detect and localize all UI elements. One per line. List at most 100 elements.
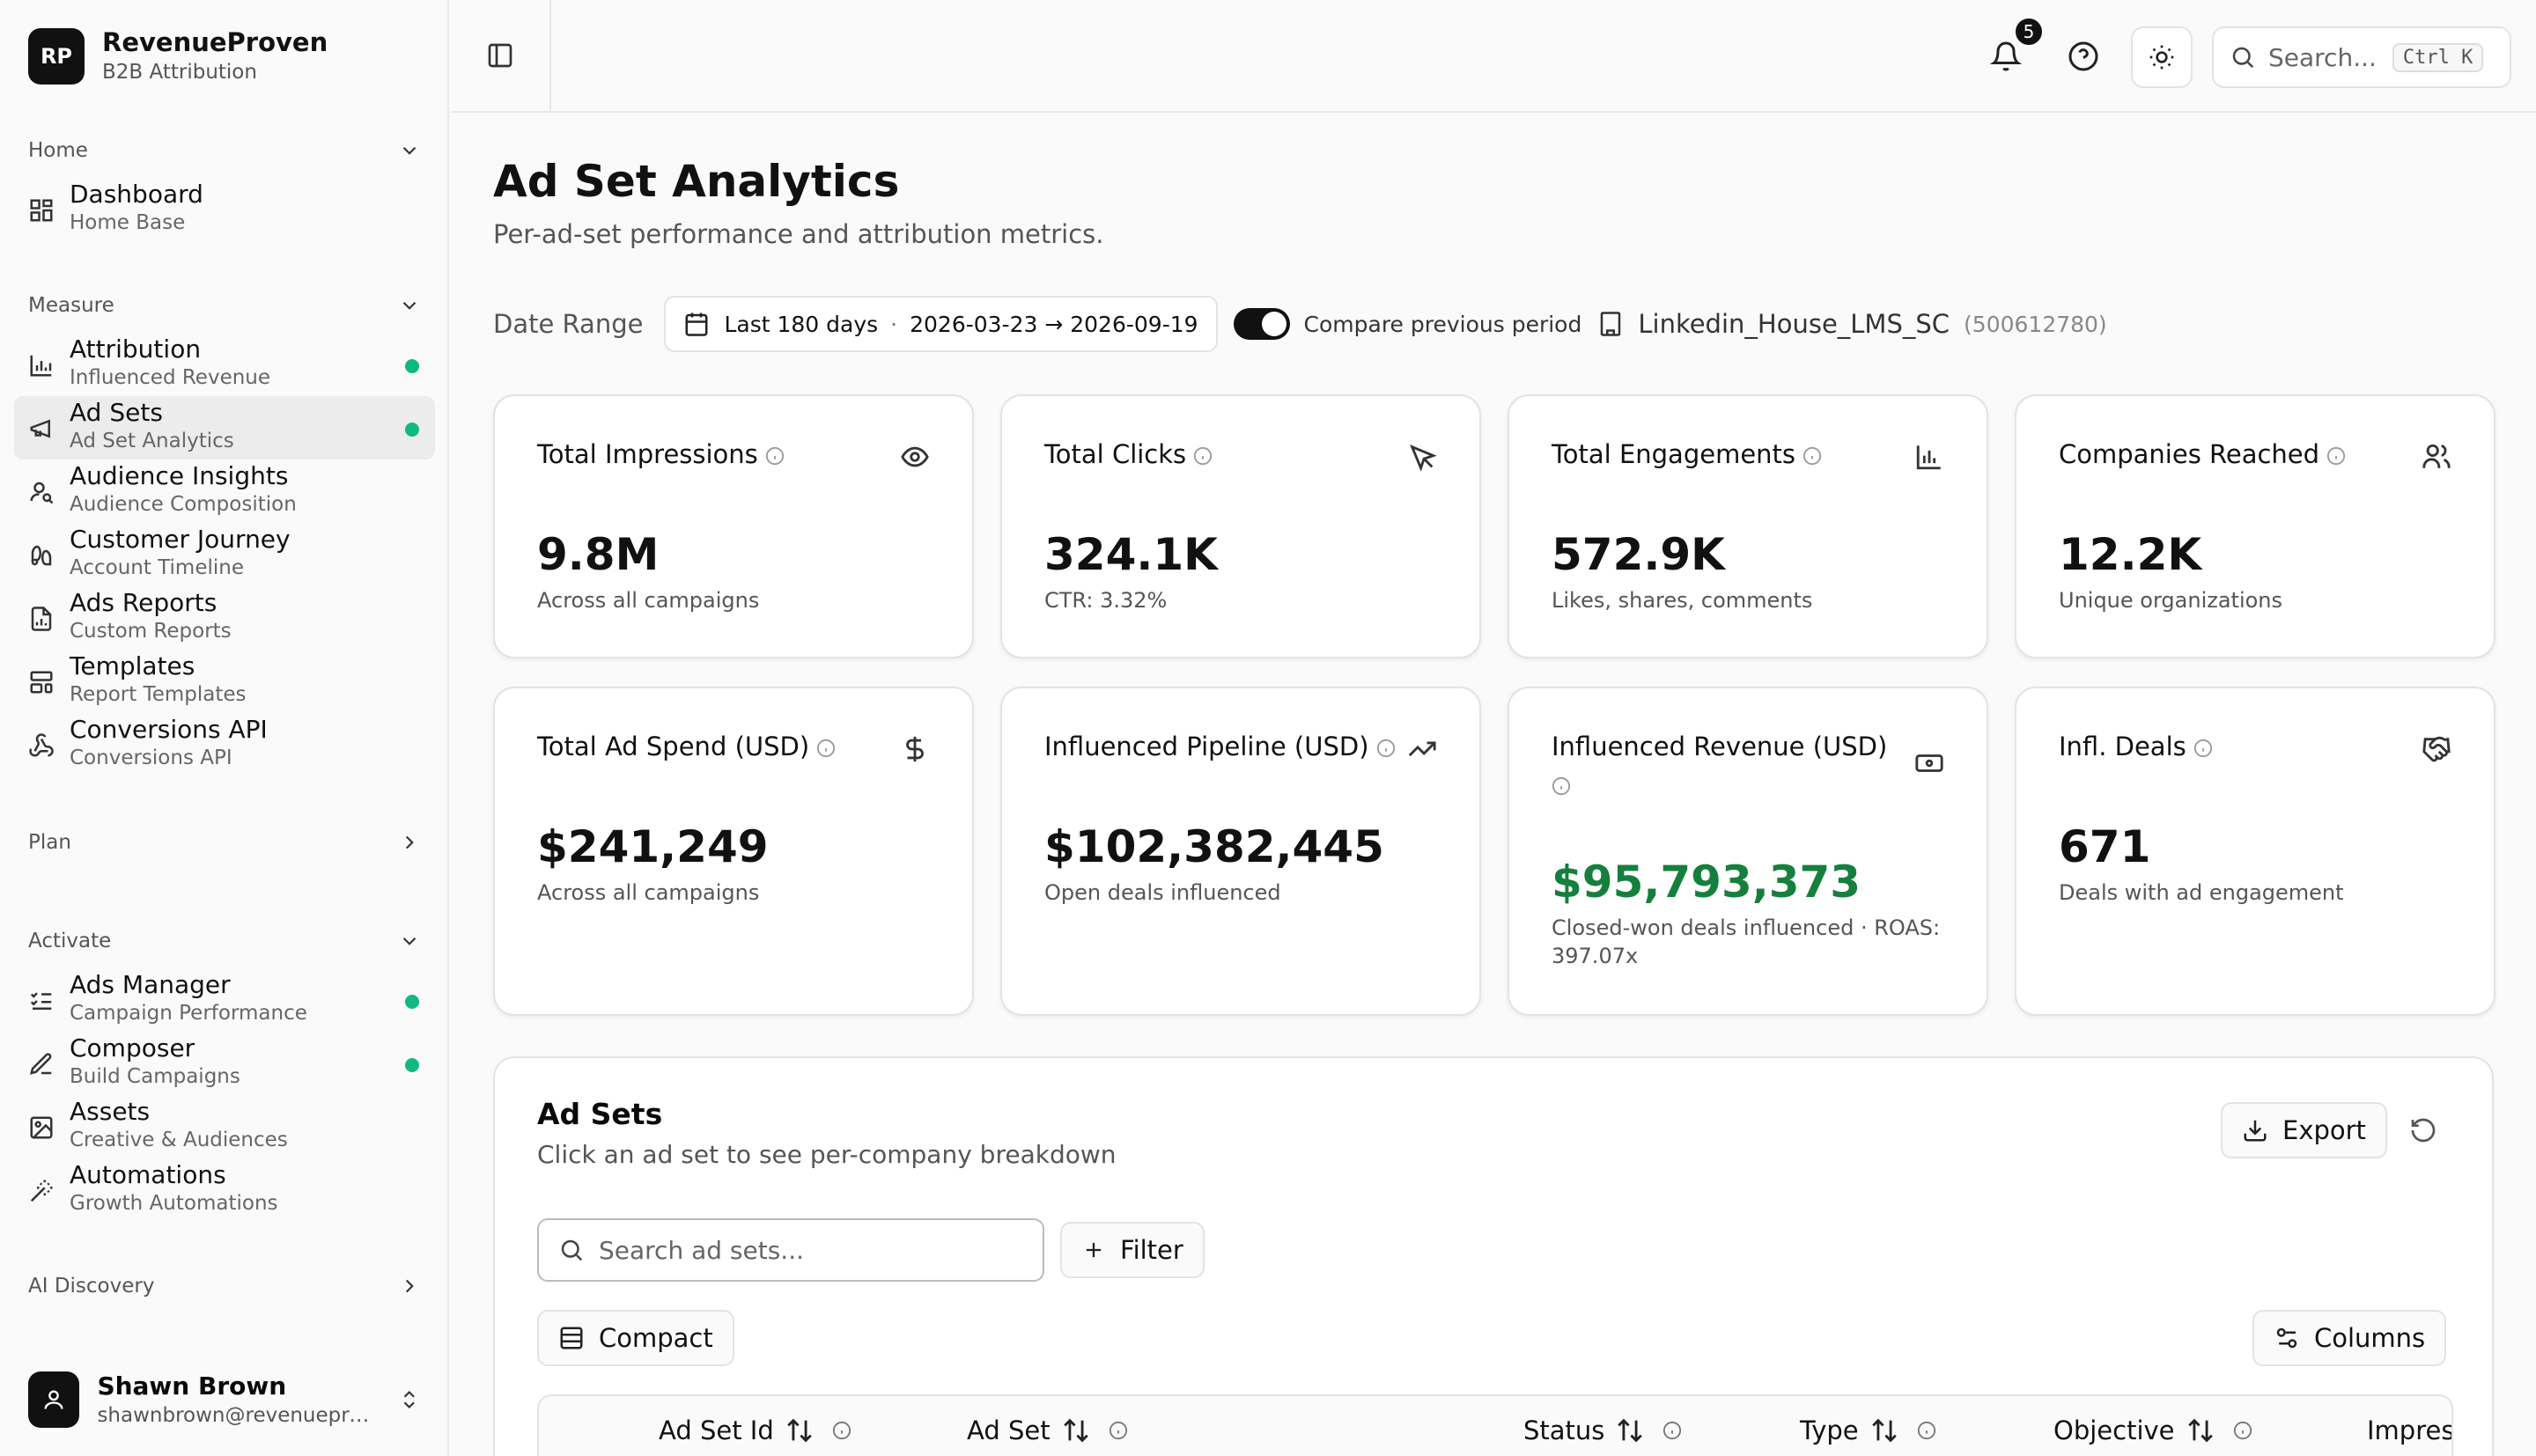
refresh-button[interactable] [2402, 1109, 2444, 1151]
column-header-label: Impres [2367, 1416, 2453, 1445]
user-menu[interactable]: Shawn Brown shawnbrown@revenueproven.com [28, 1370, 421, 1430]
nav-group-activate[interactable]: Activate [28, 930, 421, 952]
column-header-label: Type [1800, 1416, 1859, 1445]
status-dot [405, 359, 419, 373]
download-icon [2244, 1120, 2267, 1142]
sort-icon [787, 1418, 812, 1443]
grid-icon [30, 199, 53, 222]
sort-icon [2187, 1418, 2213, 1443]
banknote-icon [1915, 754, 1943, 772]
kpi-card-value: 671 [2059, 821, 2151, 872]
info-icon[interactable] [2326, 446, 2346, 466]
nav-group-measure[interactable]: Measure [28, 294, 421, 317]
page-subtitle: Per-ad-set performance and attribution m… [493, 219, 1104, 249]
brand-logo: RP [28, 28, 85, 85]
date-range-separator: · [890, 311, 898, 337]
info-icon[interactable] [816, 739, 836, 758]
account-selector[interactable]: Linkedin_House_LMS_SC (500612780) [1597, 309, 2107, 339]
info-icon [832, 1421, 851, 1440]
kpi-card-description: Across all campaigns [537, 880, 760, 905]
sidebar-item-label: Audience Insights [70, 461, 289, 490]
column-header-status[interactable]: Status [1523, 1416, 1682, 1445]
user-name: Shawn Brown [97, 1371, 287, 1401]
handshake-icon [2422, 736, 2451, 762]
sidebar-item-ads-manager[interactable]: Ads Manager Campaign Performance [14, 968, 435, 1032]
ad-sets-subtitle: Click an ad set to see per-company break… [537, 1140, 1117, 1169]
chevron-down-icon [402, 146, 417, 155]
sidebar-item-ad-sets[interactable]: Ad Sets Ad Set Analytics [14, 396, 435, 460]
ad-sets-title: Ad Sets [537, 1097, 663, 1131]
compact-toggle-button[interactable]: Compact [537, 1310, 734, 1366]
export-button-label: Export [2282, 1115, 2366, 1145]
brand[interactable]: RP RevenueProven B2B Attribution [28, 26, 328, 86]
notifications-button[interactable] [1988, 39, 2024, 74]
global-search[interactable]: Search... Ctrl K [2212, 26, 2511, 88]
sidebar-item-assets[interactable]: Assets Creative & Audiences [14, 1095, 435, 1158]
status-dot [405, 423, 419, 437]
sort-icon [1871, 1418, 1897, 1443]
info-icon[interactable] [1193, 446, 1213, 466]
nav-group-label: Plan [28, 831, 71, 854]
sidebar-item-conversions-api[interactable]: Conversions API Conversions API [14, 713, 435, 776]
kpi-card-value: 9.8M [537, 529, 660, 580]
compact-button-label: Compact [599, 1323, 713, 1353]
sidebar-item-label: Ads Manager [70, 970, 231, 999]
nav-group-ai-discovery[interactable]: AI Discovery [28, 1275, 421, 1298]
sidebar-item-templates[interactable]: Templates Report Templates [14, 650, 435, 713]
sidebar-item-dashboard[interactable]: Dashboard Home Base [14, 178, 435, 241]
column-header-ad-set-id[interactable]: Ad Set Id [659, 1416, 851, 1445]
export-button[interactable]: Export [2221, 1102, 2387, 1158]
kpi-card-value: $95,793,373 [1552, 857, 1861, 908]
kpi-card-title: Total Impressions [537, 439, 758, 469]
date-range-picker[interactable]: Last 180 days · 2026-03-23 → 2026-09-19 [664, 296, 1218, 352]
column-header-ad-set[interactable]: Ad Set [967, 1416, 1128, 1445]
sidebar-item-automations[interactable]: Automations Growth Automations [14, 1158, 435, 1222]
cursor-icon [1410, 445, 1437, 472]
chevrons-up-down-icon [404, 1390, 416, 1409]
sidebar-item-sublabel: Report Templates [70, 683, 247, 706]
column-header-objective[interactable]: Objective [2053, 1416, 2252, 1445]
info-icon[interactable] [1552, 776, 1571, 796]
sidebar-item-sublabel: Audience Composition [70, 493, 297, 516]
column-header-impressions[interactable]: Impres [2367, 1416, 2453, 1445]
kpi-card-description: Open deals influenced [1044, 880, 1281, 905]
sidebar-item-composer[interactable]: Composer Build Campaigns [14, 1032, 435, 1095]
column-header-label: Objective [2053, 1416, 2175, 1445]
ad-sets-search-input[interactable] [599, 1235, 1004, 1265]
megaphone-icon [30, 419, 50, 438]
info-icon[interactable] [1802, 446, 1822, 466]
kpi-card-influenced-revenue: Influenced Revenue (USD) $95,793,373 Clo… [1508, 687, 1988, 1016]
image-icon [30, 1116, 53, 1139]
nav-group-plan[interactable]: Plan [28, 831, 421, 854]
refresh-icon [2411, 1118, 2436, 1143]
kpi-card-engagements: Total Engagements 572.9K Likes, shares, … [1508, 394, 1988, 658]
sidebar-item-label: Conversions API [70, 715, 268, 744]
kpi-card-title: Total Engagements [1552, 439, 1796, 469]
theme-toggle-button[interactable] [2131, 26, 2193, 88]
kpi-card-description: Closed-won deals influenced · ROAS: 397.… [1552, 916, 1941, 968]
dollar-icon [906, 736, 924, 762]
sidebar-item-attribution[interactable]: Attribution Influenced Revenue [14, 333, 435, 396]
ad-sets-search[interactable] [537, 1218, 1044, 1282]
kpi-card-description: Deals with ad engagement [2059, 880, 2344, 905]
sidebar-item-ads-reports[interactable]: Ads Reports Custom Reports [14, 586, 435, 650]
column-header-type[interactable]: Type [1800, 1416, 1936, 1445]
sun-icon [2149, 45, 2174, 70]
compare-period-toggle[interactable] [1233, 308, 1290, 340]
chart-bar-icon [30, 355, 52, 377]
sidebar-item-customer-journey[interactable]: Customer Journey Account Timeline [14, 523, 435, 586]
help-button[interactable] [2066, 39, 2101, 74]
filter-button[interactable]: Filter [1060, 1222, 1205, 1278]
nav-group-home[interactable]: Home [28, 139, 421, 162]
info-icon[interactable] [2193, 739, 2213, 758]
sidebar-item-audience-insights[interactable]: Audience Insights Audience Composition [14, 460, 435, 523]
columns-button[interactable]: Columns [2252, 1310, 2447, 1366]
user-search-icon [30, 482, 54, 504]
sidebar-item-label: Templates [70, 651, 195, 680]
info-icon[interactable] [1376, 739, 1396, 758]
info-icon[interactable] [765, 446, 785, 466]
sidebar-toggle-button[interactable] [451, 0, 551, 111]
sidebar-item-sublabel: Campaign Performance [70, 1002, 307, 1025]
kpi-card-value: 572.9K [1552, 529, 1725, 580]
sort-icon [1063, 1418, 1088, 1443]
